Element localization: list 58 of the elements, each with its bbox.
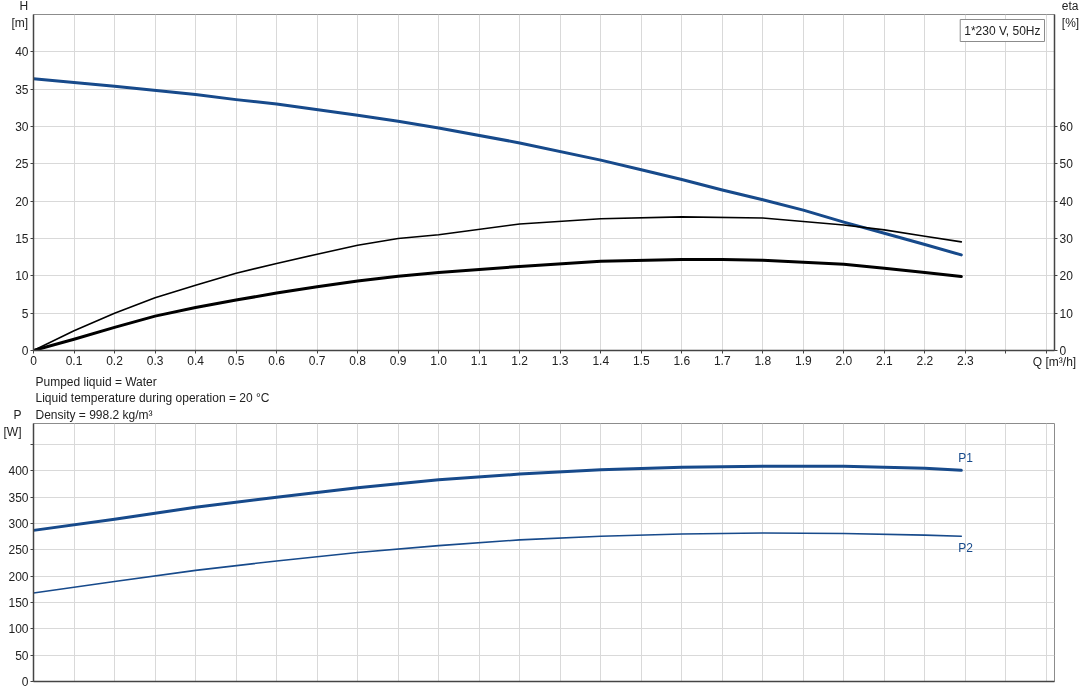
y-tick-label: 30 bbox=[15, 120, 29, 134]
x-tick-label: 0.7 bbox=[308, 353, 326, 368]
text: Liquid temperature during operation = 20 °C bbox=[35, 390, 270, 405]
y2-tick-label: 20 bbox=[1059, 269, 1074, 284]
x-tick-label: 2.2 bbox=[916, 353, 934, 368]
series-label: P1 bbox=[958, 451, 974, 466]
y2-tick-label: 10 bbox=[1059, 306, 1074, 321]
y2-tick-label: 30 bbox=[1059, 232, 1074, 246]
y-tick-label: 0 bbox=[21, 675, 29, 689]
y2-axis-title: eta [%] bbox=[1061, 0, 1080, 30]
x-tick-label: 1.0 bbox=[430, 353, 448, 368]
x-tick-label: 0.9 bbox=[389, 353, 407, 368]
y-tick-label: 15 bbox=[15, 232, 29, 246]
annotation: 1*230 V, 50Hz bbox=[964, 23, 1041, 38]
x-tick-label: 2.3 bbox=[957, 353, 975, 368]
y-tick-label: 300 bbox=[8, 517, 29, 532]
y-tick-label: 250 bbox=[8, 543, 29, 558]
x-tick-label: 1.4 bbox=[592, 353, 610, 368]
y-tick-label: 0 bbox=[21, 344, 29, 358]
x-tick-label: 2.0 bbox=[835, 353, 853, 368]
x-tick-label: 1.8 bbox=[754, 353, 772, 368]
y-axis-title: H [m] bbox=[11, 0, 29, 30]
y-axis-title: P [W] bbox=[3, 408, 22, 439]
text: Pumped liquid = Water bbox=[35, 374, 157, 389]
line-series bbox=[33, 77, 963, 257]
y-tick-label: 400 bbox=[8, 464, 29, 479]
x-tick-label: 0.5 bbox=[227, 353, 245, 368]
y-tick-label: 40 bbox=[15, 45, 29, 60]
x-tick-label: 1.2 bbox=[511, 353, 529, 368]
x-tick-label: 0.3 bbox=[146, 353, 164, 368]
line-series bbox=[33, 464, 963, 532]
text: Density = 998.2 kg/m³ bbox=[35, 408, 153, 422]
x-tick-label: 0.6 bbox=[268, 353, 286, 368]
x-tick-label: 2.1 bbox=[875, 353, 893, 368]
x-tick-label: 0.8 bbox=[349, 353, 367, 368]
x-tick-label: 1.1 bbox=[470, 353, 488, 368]
x-tick-label: 1.3 bbox=[551, 353, 569, 368]
y2-tick-label: 60 bbox=[1059, 120, 1074, 134]
y-tick-label: 20 bbox=[15, 194, 29, 209]
x-tick-label: 1.9 bbox=[794, 353, 812, 368]
y2-tick-label: 40 bbox=[1059, 194, 1074, 209]
x-tick-label: 0.4 bbox=[187, 353, 205, 368]
y-tick-label: 35 bbox=[15, 82, 29, 97]
y-tick-label: 200 bbox=[8, 569, 29, 584]
x-tick-label: 0.2 bbox=[106, 353, 124, 368]
series-label: P2 bbox=[958, 541, 974, 556]
y-tick-label: 100 bbox=[8, 622, 29, 637]
x-tick-label: 1.6 bbox=[673, 353, 691, 368]
y-tick-label: 50 bbox=[15, 648, 29, 663]
y-tick-label: 5 bbox=[21, 306, 29, 321]
y-tick-label: 10 bbox=[15, 269, 29, 284]
y-tick-label: 150 bbox=[8, 596, 29, 611]
x-tick-label: 0.1 bbox=[65, 353, 83, 368]
x-tick-label: 1.7 bbox=[713, 353, 731, 368]
y-tick-label: 25 bbox=[15, 157, 29, 172]
x-tick-label: 1.5 bbox=[632, 353, 650, 368]
y2-tick-label: 50 bbox=[1059, 157, 1074, 172]
y-tick-label: 350 bbox=[8, 490, 29, 505]
